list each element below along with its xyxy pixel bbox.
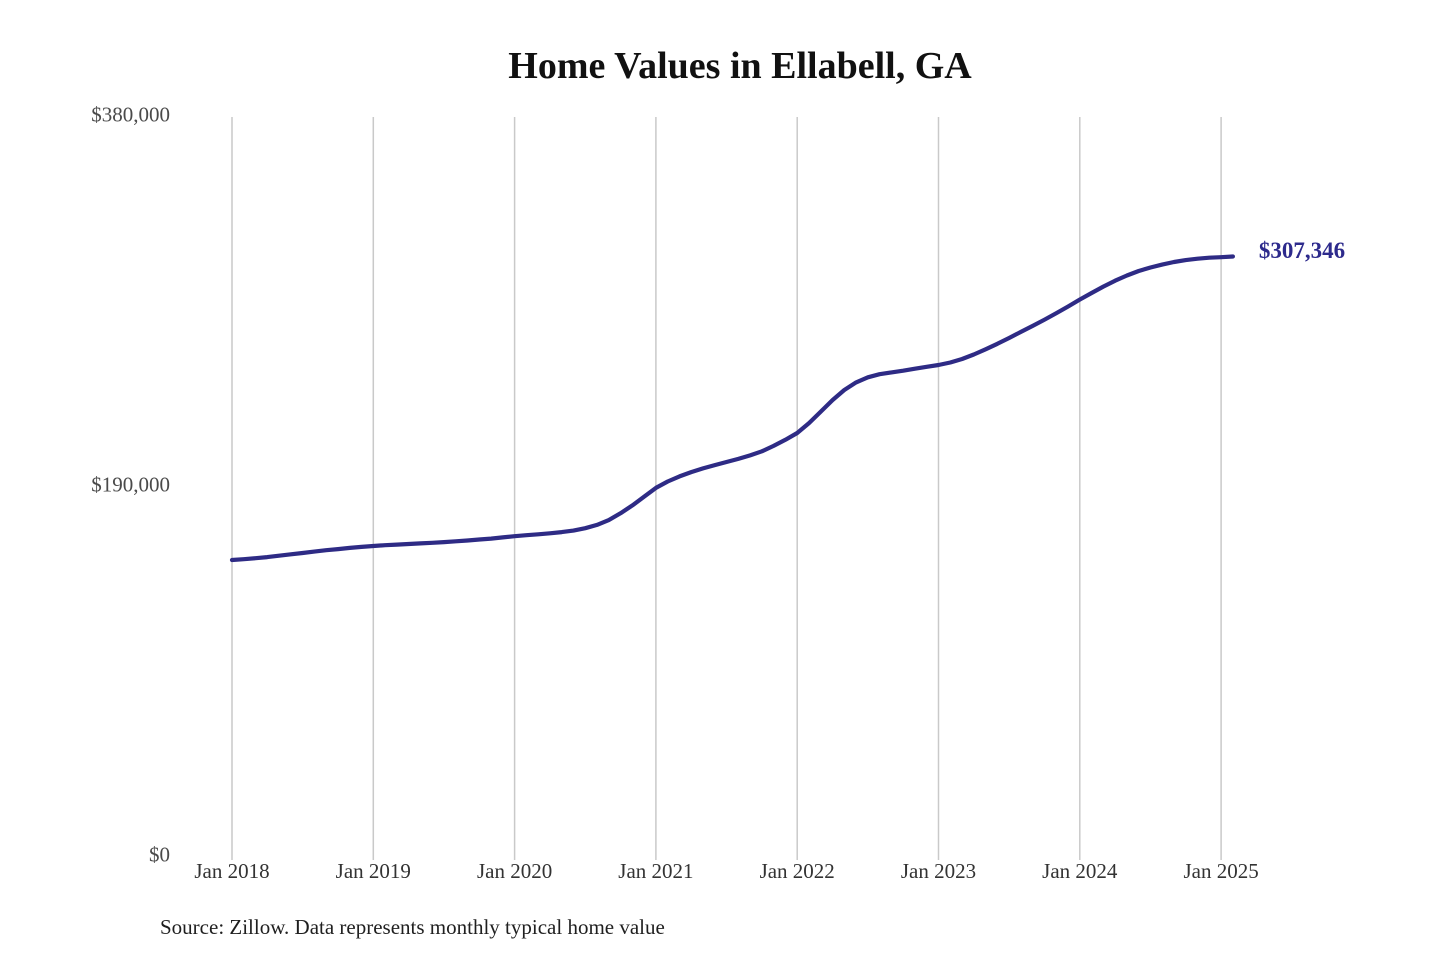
x-tick-label: Jan 2022 [759,859,835,883]
x-tick-label: Jan 2024 [1042,859,1118,883]
x-tick-label: Jan 2019 [335,859,411,883]
y-tick-label: $380,000 [91,102,170,127]
y-tick-label: $190,000 [91,472,170,497]
x-tick-label: Jan 2021 [618,859,694,883]
x-tick-label: Jan 2018 [194,859,270,883]
source-note: Source: Zillow. Data represents monthly … [160,915,665,939]
x-tick-label: Jan 2020 [476,859,553,883]
latest-value-label: $307,346 [1258,238,1346,264]
x-tick-label: Jan 2025 [1183,859,1259,883]
chart-title: Home Values in Ellabell, GA [508,45,972,87]
home-value-line [229,254,1235,563]
x-tick-label: Jan 2023 [900,859,977,883]
y-tick-label: $0 [149,842,170,867]
